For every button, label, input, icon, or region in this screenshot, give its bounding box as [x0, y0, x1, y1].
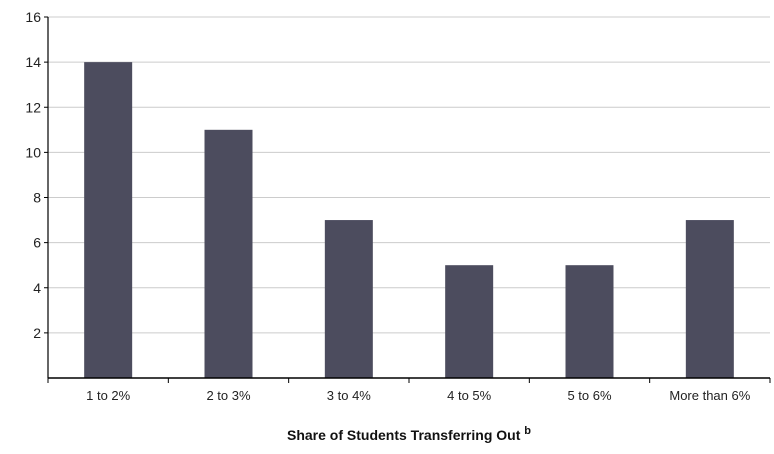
bar: [204, 129, 253, 378]
x-axis-title: Share of Students Transferring Out b: [287, 425, 531, 443]
x-tick-label: More than 6%: [669, 388, 750, 403]
y-tick-label: 4: [33, 280, 41, 296]
x-tick-label: 2 to 3%: [206, 388, 251, 403]
axes: [44, 16, 771, 383]
bar: [324, 220, 373, 378]
bar: [685, 220, 734, 378]
x-axis-title-superscript: b: [524, 425, 531, 437]
y-tick-label: 12: [25, 99, 41, 115]
y-tick-label: 6: [33, 235, 41, 251]
x-tick-label: 5 to 6%: [567, 388, 612, 403]
y-tick-label: 2: [33, 325, 41, 341]
x-tick-labels: 1 to 2% 2 to 3% 3 to 4% 4 to 5% 5 to 6% More …: [86, 388, 751, 403]
bar: [565, 265, 614, 378]
bars: [84, 62, 734, 378]
y-tick-label: 8: [33, 190, 41, 206]
bar: [445, 265, 494, 378]
y-tick-label: 16: [25, 9, 41, 25]
x-tick-label: 1 to 2%: [86, 388, 131, 403]
y-tick-label: 10: [25, 144, 41, 160]
x-tick-label: 3 to 4%: [327, 388, 372, 403]
y-tick-label: 14: [25, 54, 41, 70]
gridlines: [48, 16, 770, 334]
x-axis-title-text: Share of Students Transferring Out: [287, 427, 521, 443]
y-tick-labels: 2 4 6 8 10 12 14 16: [25, 9, 41, 341]
bar: [84, 62, 133, 378]
x-tick-label: 4 to 5%: [447, 388, 492, 403]
